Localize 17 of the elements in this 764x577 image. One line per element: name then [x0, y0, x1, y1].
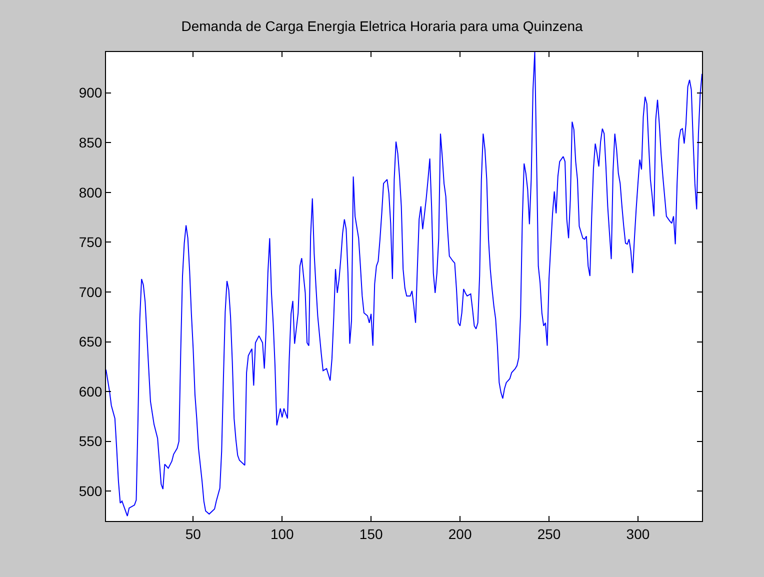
x-tick-label: 200 — [448, 526, 472, 542]
y-tick-label: 900 — [78, 84, 102, 101]
y-tick-label: 750 — [78, 234, 102, 250]
x-tick-label: 100 — [270, 526, 294, 542]
y-tick-label: 600 — [78, 383, 102, 400]
x-tick-label: 300 — [626, 526, 650, 542]
y-tick-label: 800 — [78, 184, 102, 200]
x-tick-label: 250 — [537, 526, 561, 542]
y-tick-label: 550 — [78, 433, 102, 450]
line-series — [106, 52, 702, 517]
y-tick-label: 850 — [78, 134, 102, 151]
y-tick-label: 700 — [78, 284, 102, 300]
x-tick-label: 50 — [185, 526, 202, 542]
chart-title: Demanda de Carga Energia Eletrica Horaria para uma Quinzena — [181, 18, 583, 34]
y-tick-label: 500 — [78, 483, 102, 500]
x-tick-label: 150 — [359, 526, 383, 542]
y-tick-label: 650 — [78, 334, 102, 350]
